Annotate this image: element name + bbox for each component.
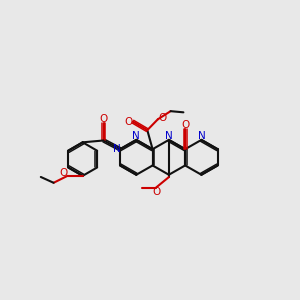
Text: N: N: [132, 131, 140, 141]
Text: N: N: [113, 144, 120, 154]
Text: O: O: [124, 117, 133, 127]
Text: O: O: [59, 168, 68, 178]
Text: N: N: [165, 131, 173, 141]
Text: O: O: [158, 113, 166, 123]
Text: O: O: [181, 120, 189, 130]
Text: O: O: [100, 114, 108, 124]
Text: N: N: [197, 131, 205, 141]
Text: O: O: [152, 187, 160, 197]
